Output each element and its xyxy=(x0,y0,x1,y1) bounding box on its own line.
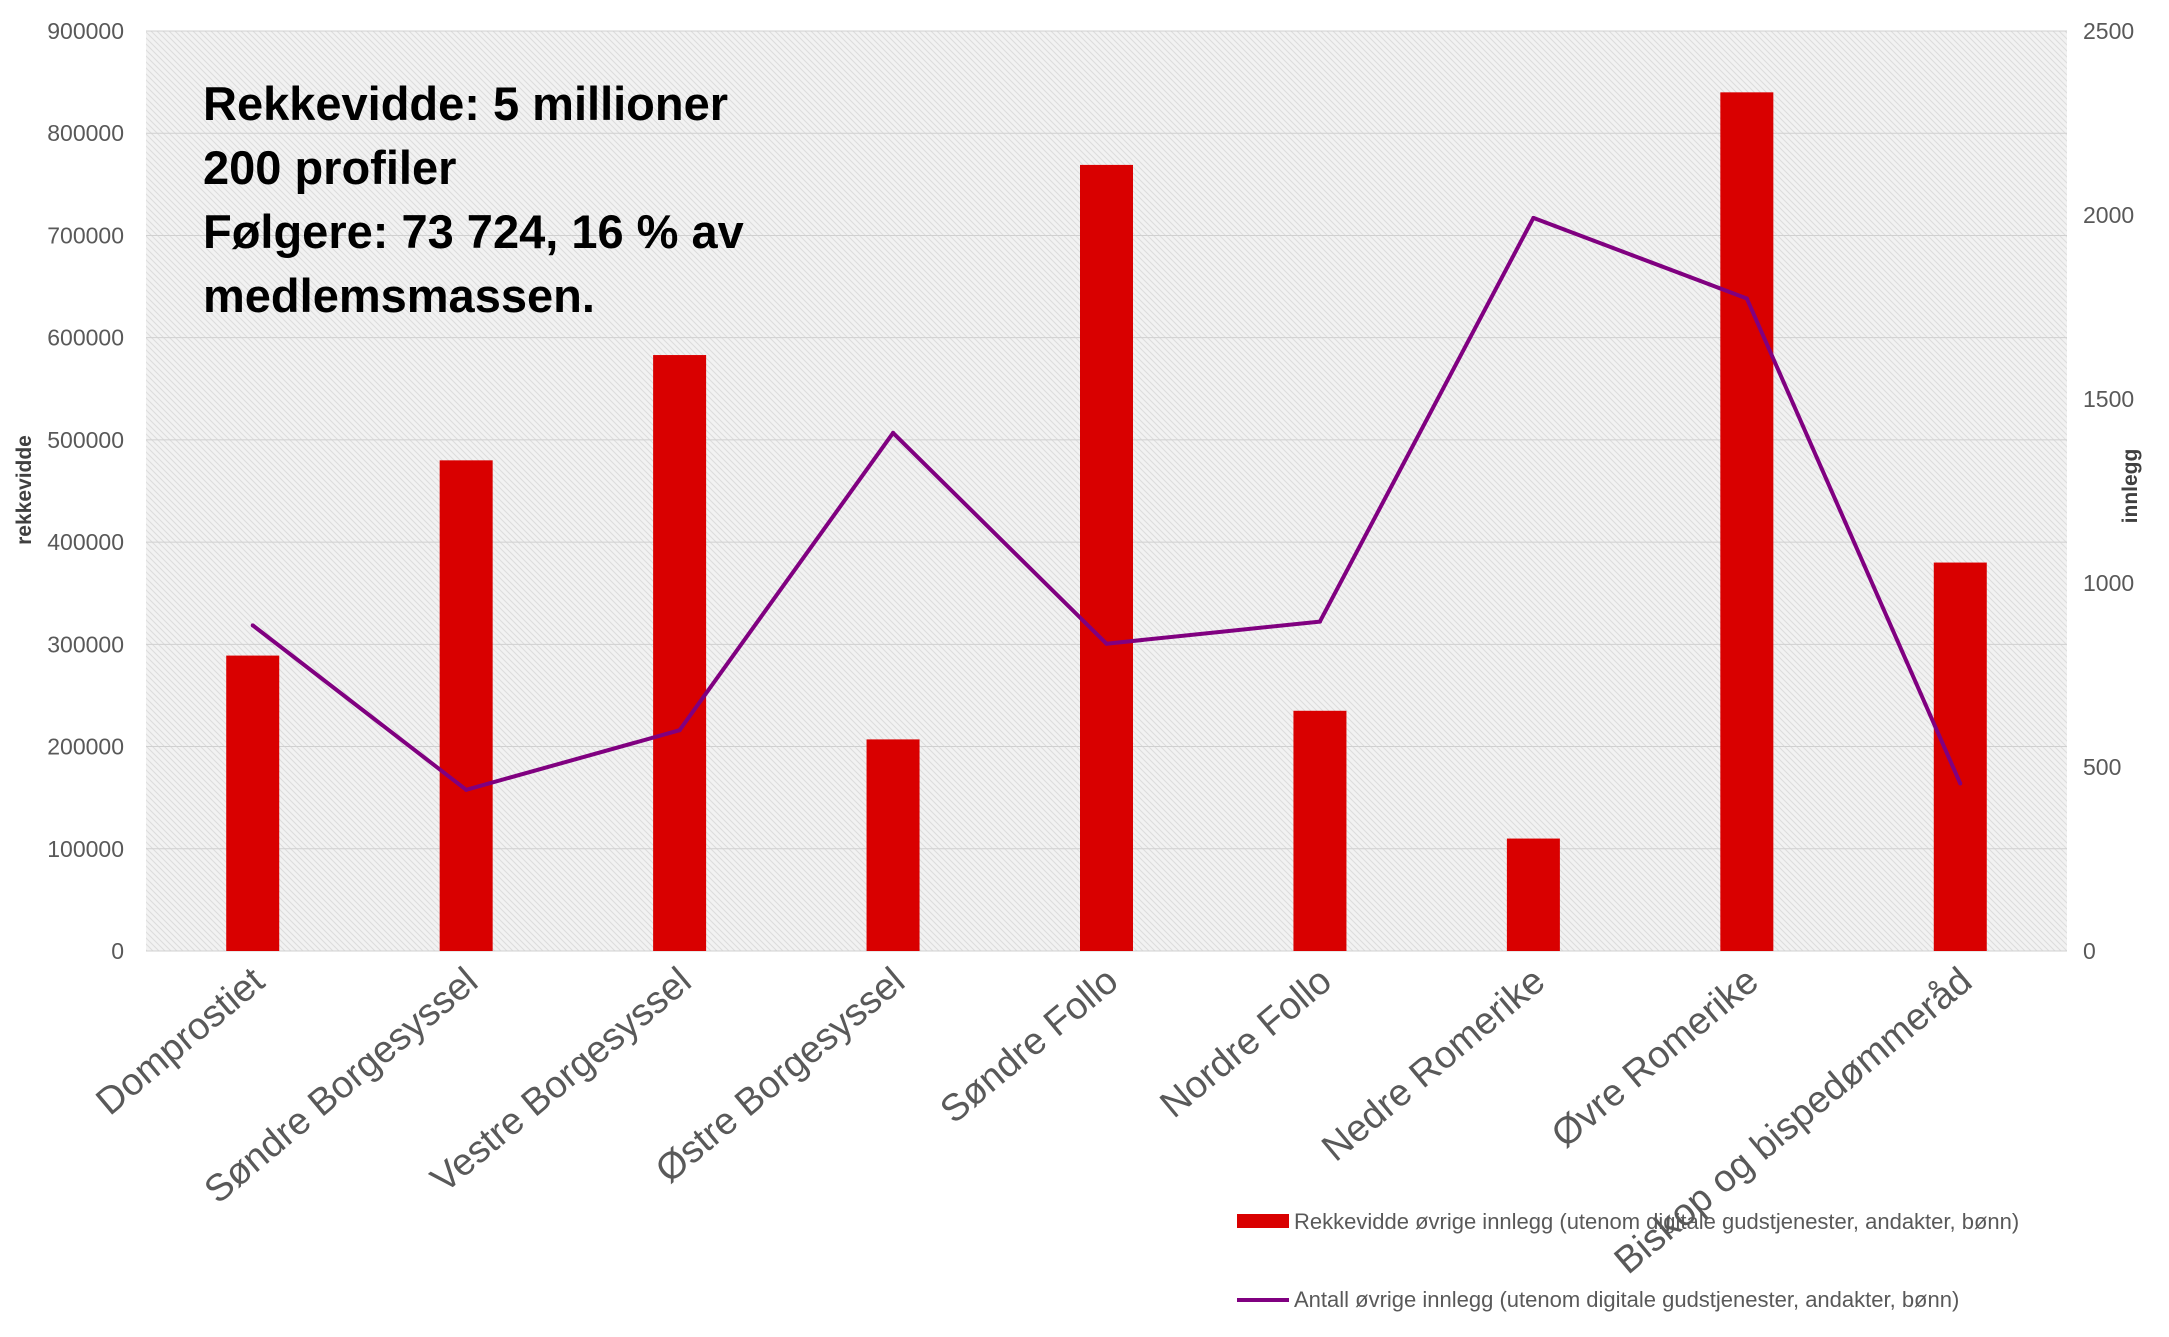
legend-label: Rekkevidde øvrige innlegg (utenom digita… xyxy=(1294,1209,2019,1234)
y-tick-label: 100000 xyxy=(47,836,124,862)
bar xyxy=(1080,164,1133,951)
bar xyxy=(1720,92,1774,952)
y-tick-label: 400000 xyxy=(47,529,124,555)
line-point xyxy=(1531,215,1536,220)
bar xyxy=(1506,838,1560,951)
y2-tick-label: 1000 xyxy=(2083,570,2134,596)
annotation-line: Følgere: 73 724, 16 % av xyxy=(203,205,744,258)
y-tick-label: 700000 xyxy=(47,222,124,248)
bar xyxy=(439,460,493,951)
bar-series xyxy=(226,92,1987,952)
bar xyxy=(866,739,920,951)
line-point xyxy=(1958,781,1963,786)
y-tick-label: 600000 xyxy=(47,325,124,351)
legend: Rekkevidde øvrige innlegg (utenom digita… xyxy=(1237,1209,2019,1312)
line-point xyxy=(1104,641,1109,646)
bar xyxy=(1293,710,1347,951)
y-tick-label: 0 xyxy=(111,938,124,964)
bar xyxy=(226,655,280,951)
line-point xyxy=(1744,296,1749,301)
line-point xyxy=(677,728,682,733)
y-tick-label: 300000 xyxy=(47,631,124,657)
y2-tick-label: 0 xyxy=(2083,938,2096,964)
y-tick-label: 500000 xyxy=(47,427,124,453)
x-tick-label: Øvre Romerike xyxy=(1544,960,1767,1156)
y2-tick-label: 2000 xyxy=(2083,202,2134,228)
legend-item-line: Antall øvrige innlegg (utenom digitale g… xyxy=(1237,1287,1959,1312)
annotation-text: Rekkevidde: 5 millioner 200 profiler Føl… xyxy=(203,77,744,322)
y2-tick-label: 2500 xyxy=(2083,18,2134,44)
y-tick-label: 200000 xyxy=(47,734,124,760)
y2-axis-title: innlegg xyxy=(2119,449,2142,524)
x-tick-label: Nedre Romerike xyxy=(1314,960,1553,1170)
x-tick-label: Biskop og bispedømmeråd xyxy=(1607,960,1980,1283)
legend-label: Antall øvrige innlegg (utenom digitale g… xyxy=(1294,1287,1959,1312)
x-tick-label: Nordre Follo xyxy=(1153,960,1340,1127)
y-tick-label: 800000 xyxy=(47,120,124,146)
y-tick-label: 900000 xyxy=(47,18,124,44)
y2-tick-label: 500 xyxy=(2083,754,2121,780)
line-point xyxy=(250,623,255,628)
line-point xyxy=(1317,619,1322,624)
line-point xyxy=(464,787,469,792)
annotation-line: Rekkevidde: 5 millioner xyxy=(203,77,728,130)
annotation-line: 200 profiler xyxy=(203,141,456,194)
annotation-line: medlemsmassen. xyxy=(203,269,595,322)
right-axis-ticks: 0 500 1000 1500 2000 2500 xyxy=(2083,18,2134,964)
y2-tick-label: 1500 xyxy=(2083,386,2134,412)
legend-swatch-bar xyxy=(1237,1214,1289,1228)
bar xyxy=(653,355,707,951)
line-point xyxy=(891,430,896,435)
left-axis-ticks: 0 100000 200000 300000 400000 500000 600000 700… xyxy=(47,18,124,964)
y-axis-title: rekkevidde xyxy=(13,435,36,545)
legend-item-bar: Rekkevidde øvrige innlegg (utenom digita… xyxy=(1237,1209,2019,1234)
bar xyxy=(1933,562,1987,951)
x-tick-label: Domprostiet xyxy=(89,959,273,1123)
line-series xyxy=(250,215,1963,792)
x-tick-label: Søndre Follo xyxy=(933,960,1127,1132)
